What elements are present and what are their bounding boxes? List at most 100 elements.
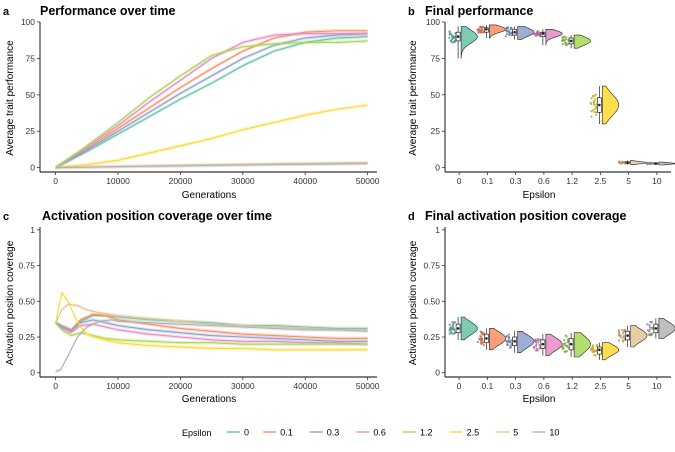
x-tick-label: 0.1 (481, 176, 493, 186)
violin-half-5 (630, 160, 648, 166)
y-tick-label: 100 (426, 17, 440, 27)
violin-half-10 (658, 318, 675, 339)
x-tick-label: 40000 (293, 176, 317, 186)
series-line-2.5 (55, 104, 368, 169)
jitter-point-0.3 (507, 26, 510, 29)
jitter-point-0.1 (480, 337, 483, 340)
violin-half-5 (630, 325, 648, 348)
jitter-point-0.1 (479, 335, 482, 338)
jitter-point-2.5 (591, 347, 594, 351)
legend-label-5: 5 (513, 428, 518, 438)
jitter-point-1.2 (564, 38, 568, 41)
legend: Epsilon 0 0.1 0.3 0.6 1.2 2.5 5 10 (182, 428, 559, 439)
x-tick-label: 10000 (106, 176, 130, 186)
jitter-point-1.2 (566, 338, 570, 341)
x-axis-label: Generations (182, 190, 236, 201)
jitter-point-5 (621, 339, 625, 342)
x-tick-label: 2.5 (594, 176, 606, 186)
x-axis-label: Generations (182, 394, 236, 405)
box-median-1.2 (569, 39, 573, 43)
jitter-point-1.2 (563, 39, 566, 42)
box-median-10 (654, 162, 658, 165)
jitter-point-0.3 (508, 335, 511, 339)
jitter-point-0.6 (533, 339, 537, 342)
jitter-point-10 (648, 323, 651, 327)
violin-half-2.5 (602, 85, 620, 125)
jitter-point-0.6 (533, 347, 536, 350)
y-tick-label: 25 (431, 126, 441, 136)
series-band-0.6 (55, 320, 368, 346)
jitter-point-0 (453, 321, 457, 324)
violin-half-0.1 (489, 24, 507, 39)
jitter-point-2.5 (592, 344, 595, 347)
x-tick-label: 5 (626, 176, 631, 186)
jitter-point-0 (452, 35, 455, 38)
box-median-2.5 (598, 348, 601, 352)
violin-half-1.2 (573, 34, 591, 49)
jitter-point-0.6 (535, 33, 538, 36)
jitter-point-2.5 (590, 97, 593, 100)
violin-half-0.1 (489, 328, 507, 351)
panel-tag: b (408, 6, 415, 18)
box-median-0.1 (485, 27, 488, 31)
jitter-point-0 (450, 33, 453, 36)
jitter-point-2.5 (592, 101, 595, 105)
jitter-point-0 (449, 326, 452, 329)
x-tick-label: 30000 (231, 176, 255, 186)
jitter-point-2.5 (590, 115, 593, 118)
chart-title: Final performance (425, 4, 533, 18)
jitter-point-0.1 (482, 344, 485, 347)
y-tick-label: 75 (26, 53, 36, 63)
box-median-0.1 (485, 337, 488, 340)
jitter-point-5 (617, 339, 621, 342)
chart-title: Activation position coverage over time (42, 209, 272, 223)
jitter-point-0 (448, 36, 451, 39)
jitter-point-0.3 (508, 346, 512, 349)
y-tick-label: 0 (30, 368, 35, 378)
jitter-point-10 (645, 162, 649, 165)
jitter-point-0.1 (476, 340, 479, 344)
jitter-point-5 (617, 329, 620, 332)
violin-half-0.3 (517, 330, 535, 354)
y-tick-label: 50 (26, 90, 36, 100)
series-band-0.1 (55, 28, 368, 170)
panel-tag: a (3, 6, 10, 18)
series-line-1.2 (55, 322, 368, 345)
box-median-10 (654, 327, 658, 330)
series-band-0.6 (55, 31, 368, 170)
jitter-point-0.3 (504, 335, 508, 339)
jitter-point-0 (448, 332, 451, 335)
jitter-point-2.5 (592, 95, 595, 98)
x-tick-label: 0 (53, 176, 58, 186)
y-tick-label: 1 (435, 225, 440, 235)
jitter-point-1.2 (561, 43, 564, 46)
jitter-point-0.6 (532, 33, 536, 36)
box-median-2.5 (598, 103, 601, 107)
jitter-point-10 (647, 330, 651, 333)
jitter-point-1.2 (565, 335, 568, 338)
box-median-0 (456, 35, 460, 38)
jitter-point-0.3 (510, 339, 513, 342)
jitter-point-1.2 (564, 41, 567, 44)
jitter-point-0 (450, 331, 453, 334)
jitter-point-0 (452, 327, 455, 331)
legend-label-0.6: 0.6 (373, 428, 386, 438)
violin-half-10 (658, 161, 675, 166)
series-line-10 (55, 319, 368, 372)
violin-half-0 (460, 316, 478, 341)
jitter-point-2.5 (592, 109, 595, 112)
legend-label-0.1: 0.1 (280, 428, 293, 438)
jitter-point-10 (649, 162, 652, 165)
jitter-point-0 (451, 323, 454, 326)
series-line-0.3 (55, 33, 368, 169)
box-median-0.3 (513, 339, 516, 343)
jitter-point-0.3 (505, 30, 508, 33)
series-line-0 (55, 36, 368, 169)
y-axis-label: Activation position coverage (408, 240, 419, 365)
violin-half-2.5 (602, 342, 620, 361)
jitter-point-2.5 (594, 111, 598, 114)
jitter-point-1.2 (562, 343, 566, 346)
x-tick-label: 2.5 (594, 381, 606, 391)
panel-tag: c (3, 211, 9, 223)
